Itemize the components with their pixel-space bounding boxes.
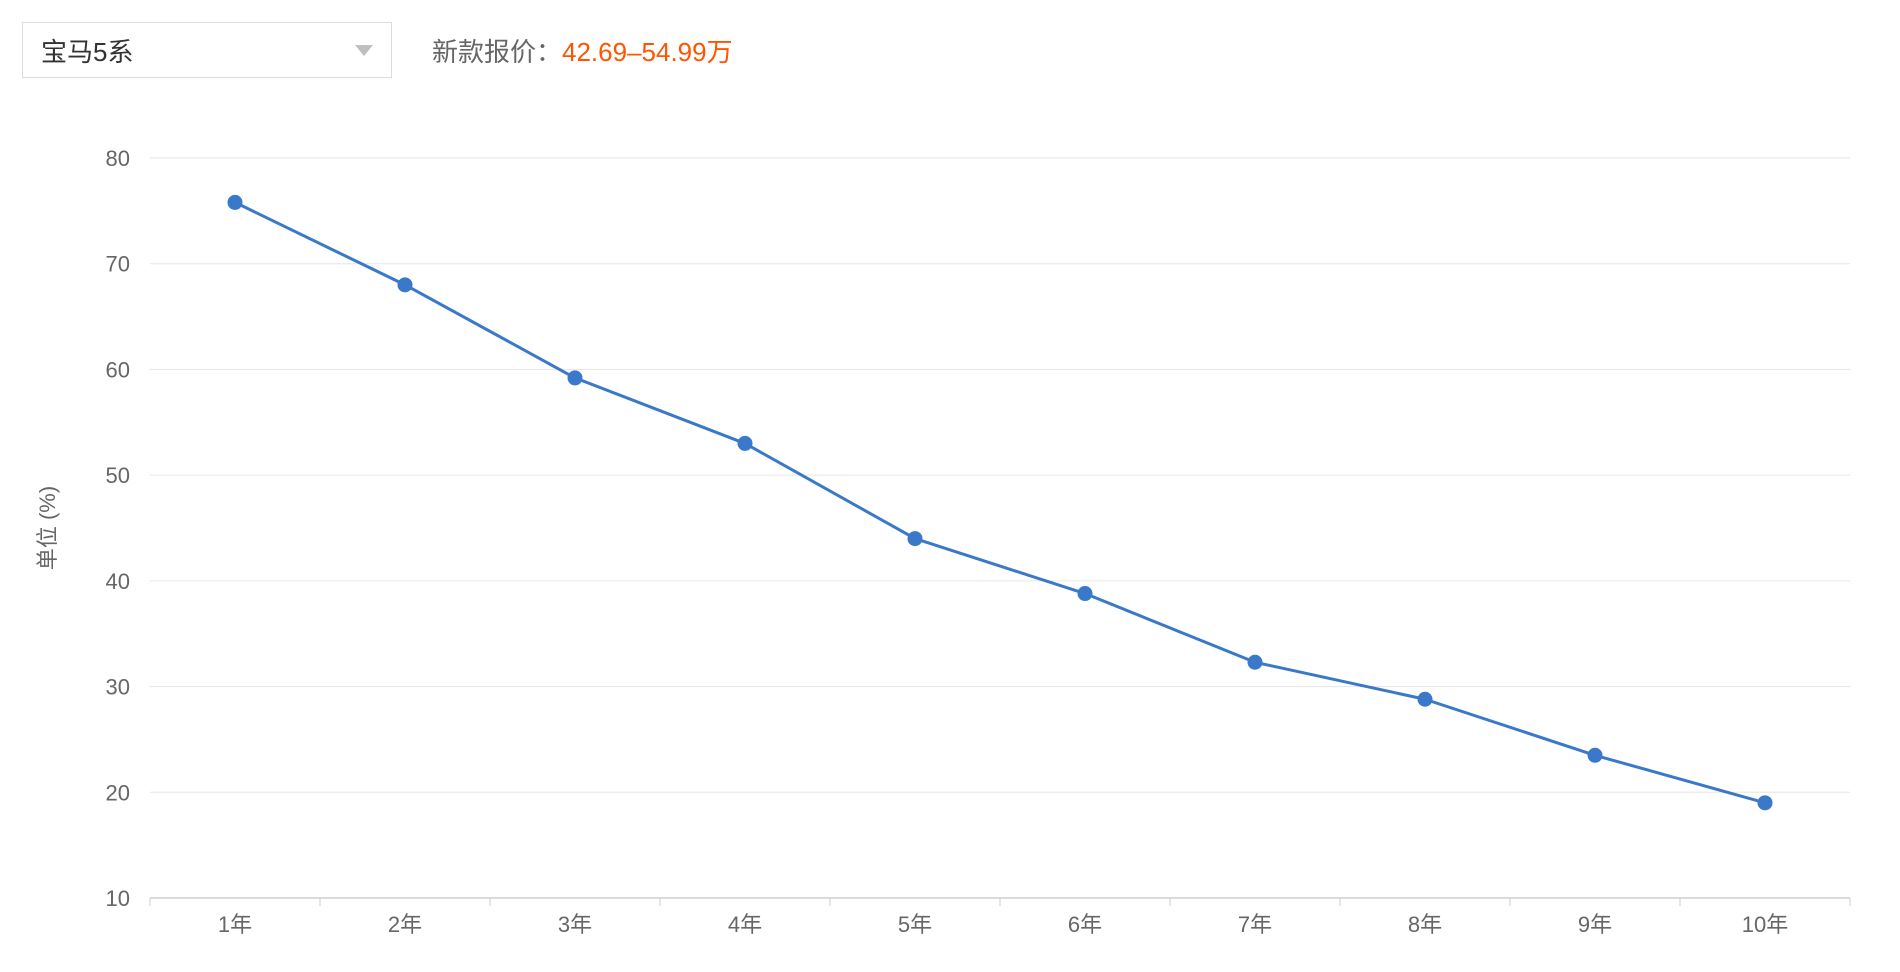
price-value: 42.69–54.99万 (562, 37, 733, 67)
y-tick-label: 10 (106, 886, 130, 911)
data-point (1248, 655, 1262, 669)
x-tick-label: 10年 (1742, 912, 1788, 937)
y-tick-label: 30 (106, 675, 130, 700)
data-point (228, 195, 242, 209)
x-tick-label: 2年 (388, 912, 422, 937)
y-tick-label: 60 (106, 357, 130, 382)
y-tick-label: 20 (106, 780, 130, 805)
x-tick-label: 4年 (728, 912, 762, 937)
data-point (398, 278, 412, 292)
price-info: 新款报价：42.69–54.99万 (432, 32, 733, 69)
y-axis-label: 单位 (%) (35, 486, 60, 570)
data-point (908, 532, 922, 546)
x-tick-label: 9年 (1578, 912, 1612, 937)
data-point (738, 436, 752, 450)
price-label: 新款报价： (432, 37, 562, 67)
x-tick-label: 8年 (1408, 912, 1442, 937)
y-tick-label: 80 (106, 146, 130, 171)
dropdown-selected-label: 宝马5系 (41, 32, 133, 69)
data-point (1418, 692, 1432, 706)
data-point (1758, 796, 1772, 810)
y-tick-label: 40 (106, 569, 130, 594)
y-tick-label: 70 (106, 252, 130, 277)
y-tick-label: 50 (106, 463, 130, 488)
x-tick-label: 1年 (218, 912, 252, 937)
x-tick-label: 7年 (1238, 912, 1272, 937)
depreciation-chart: 10 20 30 40 50 60 70 80 1年 2年 3年 4年 5年 6年 7年 8年 9年 10年 单位 … (0, 138, 1900, 958)
chart-svg: 10 20 30 40 50 60 70 80 1年 2年 3年 4年 5年 6年 7年 8年 9年 10年 单位 … (0, 138, 1900, 958)
x-tick-label: 5年 (898, 912, 932, 937)
chevron-down-icon (355, 45, 373, 56)
x-tick-label: 3年 (558, 912, 592, 937)
data-point (1588, 748, 1602, 762)
data-point (1078, 587, 1092, 601)
car-model-dropdown[interactable]: 宝马5系 (22, 22, 392, 78)
header-row: 宝马5系 新款报价：42.69–54.99万 (0, 0, 1900, 78)
data-point (568, 371, 582, 385)
x-tick-label: 6年 (1068, 912, 1102, 937)
